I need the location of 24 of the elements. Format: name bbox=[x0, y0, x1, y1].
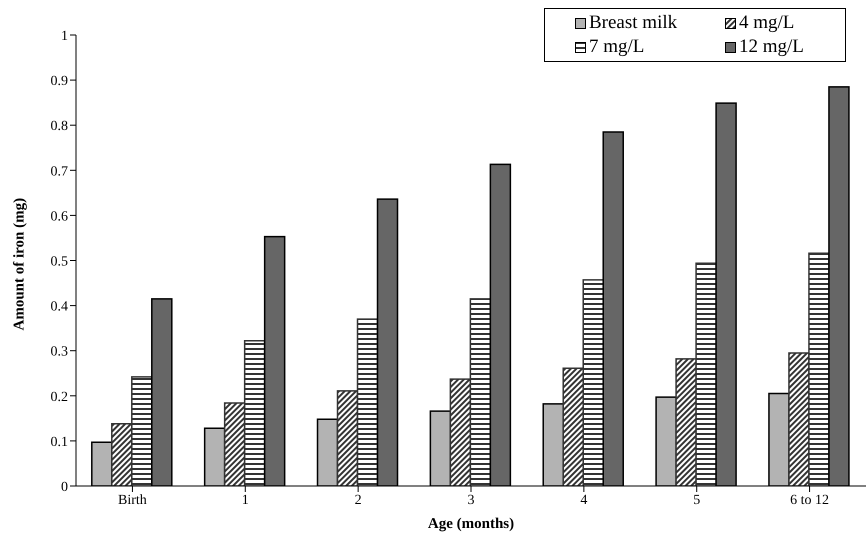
y-axis-title: Amount of iron (mg) bbox=[11, 198, 28, 330]
y-tick-label: 0.4 bbox=[50, 300, 68, 315]
legend-label: 4 mg/L bbox=[739, 12, 794, 34]
legend-label: 7 mg/L bbox=[589, 36, 644, 58]
y-tick-label: 0.5 bbox=[50, 254, 68, 270]
y-tick-label: 0.9 bbox=[50, 74, 68, 90]
y-tick-label: 0.1 bbox=[50, 434, 68, 450]
x-tick-label: 4 bbox=[580, 492, 588, 508]
y-tick-label: 0.7 bbox=[50, 164, 68, 180]
x-tick-label: 6 to 12 bbox=[790, 492, 830, 508]
legend-label: 12 mg/L bbox=[739, 36, 804, 58]
y-tick-label: 0.2 bbox=[50, 390, 68, 405]
y-tick-label: 0.8 bbox=[50, 119, 68, 134]
y-tick-label: 0 bbox=[61, 480, 68, 495]
x-tick-label: 3 bbox=[468, 492, 474, 508]
y-tick-label: 0.3 bbox=[50, 344, 68, 360]
x-tick-label: Birth bbox=[118, 492, 147, 508]
x-tick-label: 2 bbox=[354, 492, 362, 508]
x-tick-label: 5 bbox=[693, 492, 700, 508]
legend-label: Breast milk bbox=[589, 12, 678, 34]
y-tick-label: 0.6 bbox=[50, 209, 68, 224]
x-tick-label: 1 bbox=[242, 492, 249, 508]
y-tick-label: 1 bbox=[61, 28, 68, 44]
x-axis-title: Age (months) bbox=[428, 516, 514, 532]
